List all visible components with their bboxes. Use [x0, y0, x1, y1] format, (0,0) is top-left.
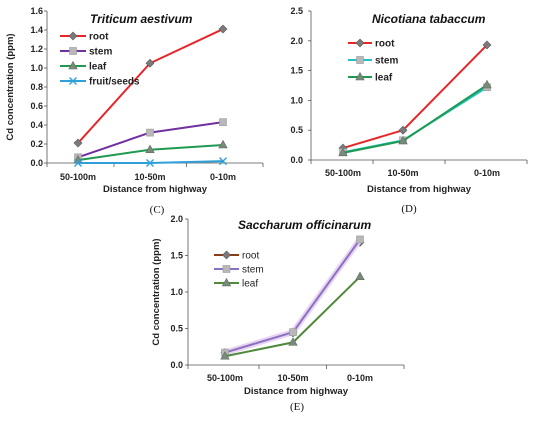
panel-e-x-tick-label: 0-10m — [347, 373, 373, 383]
panel-e-title: Saccharum officinarum — [238, 218, 371, 232]
panel-c-legend-marker — [68, 31, 78, 41]
panel-c-legend-marker — [69, 47, 77, 55]
panel-c-y-tick-label: 1.6 — [30, 6, 43, 16]
panel-e-legend-label: leaf — [242, 279, 258, 290]
panel-d-y-tick-label: 0.5 — [290, 125, 303, 135]
panel-d-y-tick-label: 0.0 — [290, 155, 303, 165]
panel-c-data-point — [73, 138, 83, 148]
panel-c-x-tick-label: 0-10m — [210, 172, 236, 182]
panel-e-data-point — [355, 271, 365, 280]
panel-d-series-stem — [339, 83, 491, 157]
panel-d-caption: (D) — [401, 203, 417, 215]
panel-e-x-axis-label: Distance from highway — [244, 386, 349, 397]
panel-c-series-stem — [74, 118, 227, 162]
panel-c-title: Triticum aestivum — [90, 12, 193, 26]
panel-c-series-fruit-seeds — [74, 157, 227, 167]
panel-e-legend: root stem leaf — [214, 251, 264, 290]
panel-c-y-tick-label: 0.6 — [30, 101, 43, 111]
panel-c-y-tick-label: 0.4 — [30, 120, 43, 130]
panel-c-legend-label: leaf — [89, 62, 107, 73]
panel-c-data-point — [74, 159, 82, 167]
panel-d-x-axis-label: Distance from highway — [367, 184, 472, 195]
panel-d-legend-marker — [356, 56, 364, 64]
panel-c-series-root — [73, 24, 228, 148]
panel-e-legend-label: root — [242, 251, 259, 262]
panel-e-y-tick-label: 1.5 — [170, 251, 183, 261]
panel-e-legend-marker — [222, 265, 231, 273]
panel-c-data-point — [218, 24, 228, 34]
panel-c-y-tick-label: 1.4 — [30, 25, 43, 35]
panel-d-data-point — [482, 40, 492, 50]
panel-d-legend-label: leaf — [375, 73, 393, 84]
panel-c-y-tick-label: 1.2 — [30, 44, 43, 54]
panel-c-legend: root stem leaf fruit/seeds — [60, 32, 140, 88]
panel-d-y-tick-label: 1.0 — [290, 95, 303, 105]
panel-c-y-tick-label: 0.0 — [30, 158, 43, 168]
panel-c-data-point — [146, 128, 154, 137]
panel-d-legend-marker — [355, 71, 365, 81]
panel-e-data-point — [288, 337, 298, 346]
panel-e-data-point — [356, 235, 364, 244]
panel-e-legend-marker — [221, 277, 232, 287]
panel-d-legend: root stem leaf — [348, 39, 398, 84]
panel-d-data-point — [398, 125, 408, 135]
panel-e-x-tick-label: 10-50m — [277, 373, 308, 383]
panel-d-x-tick-label: 0-10m — [474, 168, 500, 178]
panel-c-legend-marker — [68, 60, 78, 70]
panel-d-x-tick-label: 10-50m — [387, 168, 418, 178]
panel-d-y-tick-label: 2.0 — [290, 36, 303, 46]
panel-d-x-tick-label: 50-100m — [325, 168, 361, 178]
panel-e-caption: (E) — [290, 401, 304, 413]
panel-e-data-point — [220, 351, 230, 360]
panel-d-y-tick-label: 1.5 — [290, 66, 303, 76]
panel-c-legend-label: stem — [89, 47, 112, 58]
panel-d-title: Nicotiana tabaccum — [372, 12, 486, 26]
panel-c-x-tick-label: 10-50m — [134, 172, 165, 182]
panel-e-legend-marker — [222, 250, 231, 260]
panel-d-legend-label: stem — [375, 56, 398, 67]
panel-c-y-axis-label: Cd concentration (ppm) — [5, 33, 16, 140]
panel-c-data-point — [218, 139, 228, 149]
panel-c-data-point — [145, 58, 155, 68]
panel-e-chart: 0.0 0.5 1.0 1.5 2.0 50-100m 10-50m 0-10m Distanc… — [151, 214, 405, 413]
panel-d-data-point — [338, 147, 348, 157]
panel-e-y-tick-label: 0.5 — [170, 324, 183, 334]
panel-c-caption: (C) — [150, 204, 165, 216]
panel-d-data-point — [482, 79, 492, 89]
panel-c-legend-label: fruit/seeds — [89, 77, 140, 88]
panel-d-chart: 0.0 0.5 1.0 1.5 2.0 2.5 50-100m 10-50m 0-10mDist… — [290, 6, 528, 215]
panel-d-legend-marker — [355, 38, 365, 48]
panel-e-series-leaf — [220, 271, 365, 360]
panel-d-y-tick-label: 2.5 — [290, 6, 303, 16]
panel-c-y-tick-label: 0.2 — [30, 139, 43, 149]
panel-e-y-axis-label: Cd concentration (ppm) — [151, 238, 162, 345]
panel-c-data-point — [219, 157, 227, 166]
panel-c-legend-marker — [69, 77, 77, 85]
panel-c-x-tick-label: 50-100m — [60, 172, 96, 182]
panel-d-data-point — [398, 135, 408, 145]
panel-e-x-tick-label: 50-100m — [207, 373, 243, 383]
panel-c-data-point — [146, 159, 154, 167]
panel-e-legend-label: stem — [242, 265, 264, 276]
panel-d-series-leaf — [338, 79, 492, 157]
panel-e-data-point — [289, 328, 297, 336]
panel-c-data-point — [219, 118, 227, 126]
panel-e-y-tick-label: 1.0 — [170, 287, 183, 297]
panel-e-y-tick-label: 0.0 — [170, 360, 183, 370]
panel-c-chart: 0.0 0.2 0.4 0.6 0.8 1.0 1.2 1.4 1.6 50-100m 10-50m… — [5, 6, 264, 216]
panel-c-x-axis-label: Distance from highway — [103, 184, 208, 195]
panel-c-y-tick-label: 1.0 — [30, 63, 43, 73]
panel-c-legend-label: root — [89, 32, 109, 43]
panel-c-data-point — [145, 144, 155, 153]
panel-e-y-tick-label: 2.0 — [170, 214, 183, 224]
panel-c-y-tick-label: 0.8 — [30, 82, 43, 92]
panel-d-legend-label: root — [375, 39, 395, 50]
